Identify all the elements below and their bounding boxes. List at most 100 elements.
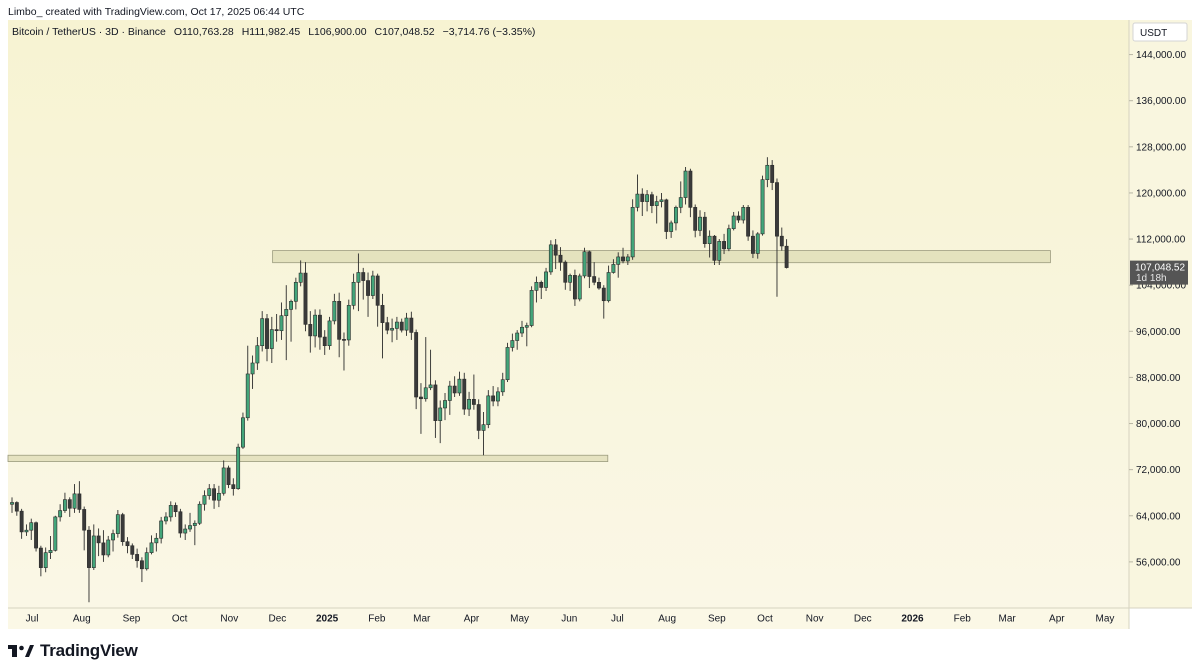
- candle-body-up: [428, 384, 433, 389]
- candle-body-up: [423, 387, 428, 400]
- candle-body-up: [630, 207, 635, 258]
- candle-body-up: [10, 502, 14, 505]
- candle-body-up: [457, 378, 462, 394]
- candle-body-up: [192, 522, 197, 526]
- bar-countdown: 1d 18h: [1136, 273, 1167, 284]
- candle-body-up: [616, 256, 621, 265]
- watermark-text: Limbo_ created with TradingView.com, Oct…: [8, 6, 305, 18]
- candle-body-up: [443, 400, 447, 409]
- candle-body-up: [62, 499, 67, 511]
- candle-body-up: [654, 201, 659, 206]
- candle-body-up: [500, 379, 505, 393]
- candle-body-down: [746, 207, 751, 237]
- time-tick-label: 2026: [901, 614, 924, 625]
- candle-body-down: [572, 275, 577, 300]
- candle-body-up: [53, 516, 58, 551]
- candle-body-down: [539, 281, 544, 288]
- candle-body-up: [394, 321, 399, 329]
- candle-body-down: [231, 484, 236, 489]
- tradingview-brand[interactable]: TradingView: [8, 640, 138, 662]
- candle-body-up: [669, 222, 674, 232]
- candle-body-up: [260, 318, 265, 347]
- candle-body-up: [183, 528, 188, 534]
- time-tick-label: May: [510, 614, 529, 625]
- candle-body-up: [289, 301, 293, 310]
- candle-body-down: [303, 272, 308, 325]
- candle-body-down: [178, 511, 183, 534]
- candle-body-down: [322, 336, 327, 347]
- candle-body-down: [274, 329, 279, 332]
- price-tick-label: 88,000.00: [1136, 373, 1181, 384]
- candle-body-up: [313, 314, 318, 337]
- time-tick-label: May: [1095, 614, 1114, 625]
- tradingview-logo-icon: [8, 645, 34, 657]
- candle-body-up: [481, 424, 486, 431]
- candle-body-up: [111, 533, 115, 541]
- candle-body-down: [770, 164, 775, 183]
- candle-body-down: [19, 510, 24, 533]
- candle-body-up: [72, 493, 77, 509]
- currency-button[interactable]: USDT: [1132, 22, 1188, 42]
- candle-body-up: [447, 385, 452, 401]
- time-tick-label: 2025: [316, 614, 339, 625]
- last-price-tag: 107,048.52 1d 18h: [1130, 260, 1188, 285]
- candle-body-down: [173, 505, 178, 513]
- last-price-value: 107,048.52: [1135, 263, 1185, 274]
- legend-close: C107,048.52: [375, 26, 435, 38]
- candle-body-down: [722, 241, 726, 250]
- candle-body-down: [471, 399, 476, 405]
- candle-body-up: [327, 320, 332, 347]
- candle-body-down: [101, 542, 106, 556]
- candle-body-up: [293, 281, 298, 302]
- candle-body-up: [678, 197, 683, 208]
- candle-body-down: [587, 251, 592, 277]
- candlestick-series: [10, 157, 789, 603]
- candle-body-down: [82, 509, 87, 531]
- candle-body-up: [48, 550, 53, 553]
- candle-body-up: [29, 522, 34, 531]
- candle-body-up: [164, 516, 168, 522]
- candle-body-up: [505, 347, 510, 381]
- candle-body-down: [375, 275, 380, 306]
- candle-body-down: [688, 170, 693, 208]
- candle-body-up: [496, 391, 500, 402]
- candle-body-up: [534, 281, 539, 291]
- candle-body-up: [635, 193, 640, 208]
- candle-body-down: [592, 276, 597, 283]
- time-tick-label: Feb: [954, 614, 972, 625]
- candle-body-down: [712, 235, 717, 261]
- candle-body-down: [702, 216, 707, 244]
- candle-body-up: [524, 325, 529, 328]
- candle-body-down: [558, 254, 563, 263]
- candle-body-up: [255, 345, 260, 364]
- candle-body-up: [207, 488, 212, 496]
- candle-body-up: [544, 271, 548, 288]
- candle-body-down: [640, 193, 645, 202]
- time-tick-label: Nov: [220, 614, 238, 625]
- candle-body-down: [308, 324, 313, 337]
- candle-body-down: [366, 280, 370, 296]
- candle-body-up: [659, 199, 664, 202]
- time-tick-label: Mar: [999, 614, 1017, 625]
- time-tick-label: Apr: [1049, 614, 1065, 625]
- legend-symbol: Bitcoin / TetherUS · 3D · Binance O110,7…: [12, 26, 535, 38]
- candle-body-up: [717, 241, 722, 261]
- candle-body-up: [356, 272, 361, 283]
- candle-body-down: [385, 322, 390, 331]
- candle-body-up: [726, 228, 731, 250]
- candle-body-down: [130, 545, 135, 555]
- candle-body-up: [731, 215, 736, 229]
- time-tick-label: Dec: [854, 614, 872, 625]
- candle-body-down: [77, 493, 82, 510]
- candle-body-up: [346, 305, 351, 341]
- candle-body-down: [621, 256, 625, 262]
- candle-body-up: [188, 525, 192, 530]
- candle-body-up: [370, 275, 375, 296]
- candle-body-up: [154, 537, 159, 544]
- candle-body-up: [149, 542, 154, 553]
- symbol-legend: Bitcoin / TetherUS · 3D · Binance O110,7…: [12, 26, 535, 38]
- candle-body-down: [491, 395, 496, 402]
- candle-body-up: [202, 495, 207, 505]
